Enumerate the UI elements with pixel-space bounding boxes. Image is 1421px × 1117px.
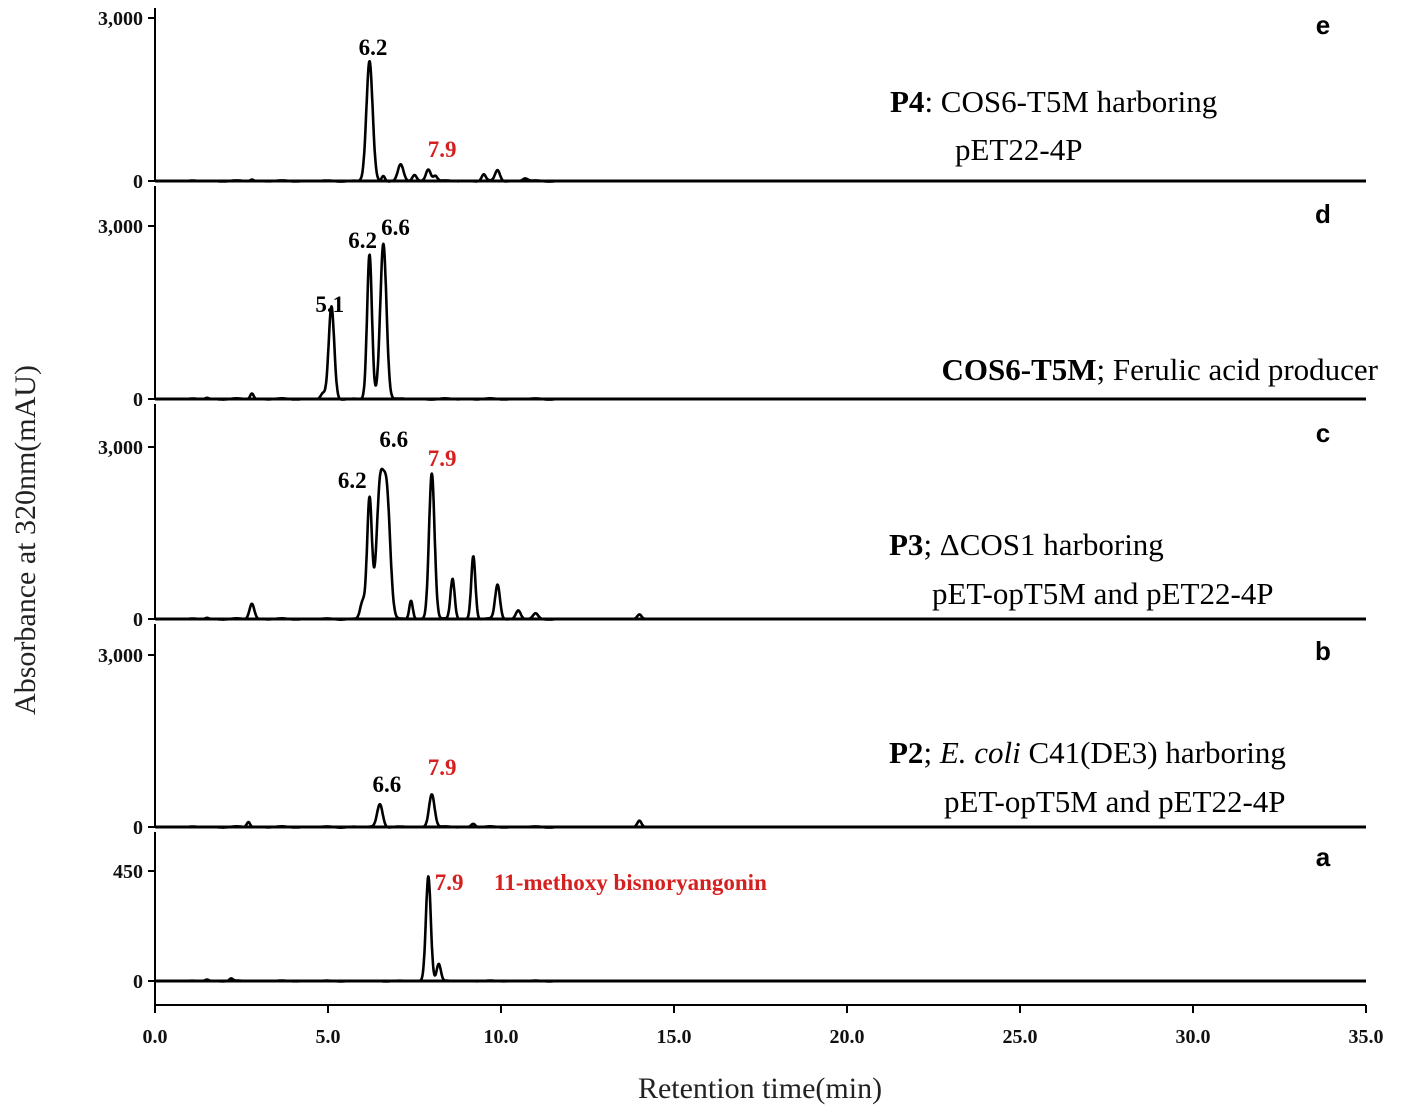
x-tick-label: 30.0 xyxy=(1176,1026,1211,1048)
x-tick-label: 15.0 xyxy=(657,1026,692,1048)
peak-label: 6.2 xyxy=(338,468,367,493)
trace-annotation: COS6-T5M; Ferulic acid producer xyxy=(942,352,1379,387)
peak-label: 7.9 xyxy=(428,446,457,471)
y-tick-label: 3,000 xyxy=(98,8,143,30)
peak-label: 6.6 xyxy=(381,215,410,240)
peak-label: 7.9 xyxy=(428,755,457,780)
panel-letter: a xyxy=(1316,842,1331,872)
panel-c: 3,000 0 6.2 6.6 7.9 c P3; ΔCOS1 harboring pET-o… xyxy=(98,404,1367,631)
x-axis: 0.0 5.0 10.0 15.0 20.0 25.0 30.0 35.0 xyxy=(143,1004,1384,1048)
y-tick-label: 0 xyxy=(133,817,143,839)
y-tick-label: 3,000 xyxy=(98,437,143,459)
y-tick-label: 0 xyxy=(133,971,143,993)
y-tick-label: 3,000 xyxy=(98,645,143,667)
y-tick-label: 0 xyxy=(133,171,143,193)
panels-group: 3,000 0 6.2 7.9 e P4: COS6-T5M harboring pET22… xyxy=(98,8,1379,1005)
trace-annotation: P2; E. coli C41(DE3) harboring xyxy=(889,735,1286,770)
x-tick-label: 20.0 xyxy=(830,1026,865,1048)
x-axis-label: Retention time(min) xyxy=(638,1072,882,1105)
trace-line-c xyxy=(154,467,1367,622)
trace-line-a xyxy=(154,875,1367,983)
panel-letter: e xyxy=(1316,10,1330,40)
peak-label: 7.9 xyxy=(428,137,457,162)
y-tick-label: 3,000 xyxy=(98,216,143,238)
trace-annotation-line2: pET-opT5M and pET22-4P xyxy=(932,576,1274,611)
peak-label: 6.6 xyxy=(372,772,401,797)
peak-label: 7.9 xyxy=(435,870,464,895)
panel-letter: d xyxy=(1315,199,1331,229)
peak-label: 11-methoxy bisnoryangonin xyxy=(494,870,767,895)
trace-annotation: P3; ΔCOS1 harboring xyxy=(889,527,1164,562)
y-tick-label: 0 xyxy=(133,609,143,631)
y-axis-label: Absorbance at 320nm(mAU) xyxy=(9,365,42,715)
x-tick-label: 10.0 xyxy=(484,1026,519,1048)
panel-a: 450 0 7.9 11-methoxy bisnoryangonin a xyxy=(113,832,1367,1005)
panel-letter: b xyxy=(1315,636,1331,666)
y-tick-label: 0 xyxy=(133,389,143,411)
trace-line-b xyxy=(154,793,1367,830)
peak-label: 5.1 xyxy=(315,292,344,317)
trace-annotation-line2: pET-opT5M and pET22-4P xyxy=(944,784,1286,819)
x-tick-label: 0.0 xyxy=(143,1026,168,1048)
panel-e: 3,000 0 6.2 7.9 e P4: COS6-T5M harboring pET22… xyxy=(98,8,1367,193)
trace-annotation: P4: COS6-T5M harboring xyxy=(890,84,1217,119)
x-tick-label: 5.0 xyxy=(316,1026,341,1048)
peak-label: 6.2 xyxy=(348,228,377,253)
peak-label: 6.2 xyxy=(359,35,388,60)
trace-line-e xyxy=(154,59,1367,183)
panel-b: 3,000 0 6.6 7.9 b P2; E. coli C41(DE3) harbor… xyxy=(98,624,1367,839)
trace-line-d xyxy=(154,242,1367,401)
y-tick-label: 450 xyxy=(113,861,143,883)
x-tick-label: 35.0 xyxy=(1349,1026,1384,1048)
x-tick-label: 25.0 xyxy=(1003,1026,1038,1048)
peak-label: 6.6 xyxy=(379,427,408,452)
trace-annotation-line2: pET22-4P xyxy=(955,132,1082,167)
panel-letter: c xyxy=(1316,418,1330,448)
panel-d: 3,000 0 5.1 6.26.6 d COS6-T5M; Ferulic acid p… xyxy=(98,186,1379,411)
